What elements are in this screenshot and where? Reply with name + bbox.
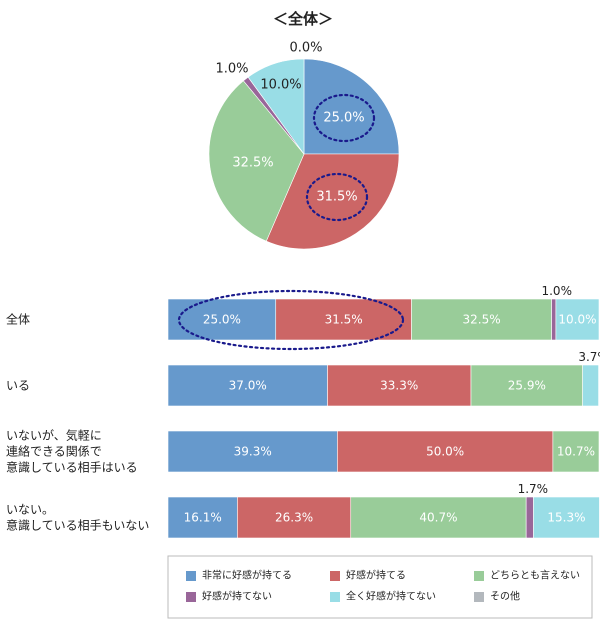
bar-value-label: 40.7%	[419, 511, 457, 525]
pie-slice-label: 32.5%	[232, 156, 273, 171]
pie-slice-label: 31.5%	[316, 190, 357, 205]
pie-slice	[247, 58, 305, 155]
bar-segment	[525, 496, 534, 539]
legend-swatch	[186, 571, 196, 581]
bar-value-label: 16.1%	[184, 511, 222, 525]
bar-value-label: 33.3%	[380, 379, 418, 393]
pie-slice-label: 25.0%	[323, 111, 364, 126]
legend-swatch	[330, 571, 340, 581]
category-label: いない。	[6, 503, 54, 517]
pie-slice-label: 10.0%	[260, 78, 301, 93]
category-label: 意識している相手もいない	[6, 518, 149, 533]
bar-segment	[551, 298, 557, 341]
highlight-ring	[305, 172, 369, 222]
bar-segment	[167, 364, 328, 407]
legend-label: 非常に好感が持てる	[202, 569, 292, 582]
pie-slice-label: 1.0%	[215, 62, 248, 77]
category-label: いる	[6, 379, 30, 393]
bar-segment	[555, 298, 600, 341]
pie-slice-label: 0.0%	[289, 41, 322, 56]
bar-value-label: 25.0%	[203, 313, 241, 327]
legend-swatch	[330, 592, 340, 602]
bar-value-label: 15.3%	[547, 511, 585, 525]
bar-segment	[552, 430, 600, 473]
bar-segment	[582, 364, 599, 407]
highlight-ring	[312, 93, 376, 143]
bar-segment	[533, 496, 600, 539]
bar-value-label: 26.3%	[275, 511, 313, 525]
bar-value-label: 50.0%	[426, 445, 464, 459]
pie-chart: 25.0% 31.5% 32.5% 1.0% 10.0% 0.0%	[208, 41, 400, 250]
legend-box	[167, 555, 593, 619]
legend-label: どちらとも言えない	[490, 569, 580, 582]
pie-chart-title: ＜全体＞	[273, 10, 333, 28]
bar-value-label: 37.0%	[229, 379, 267, 393]
bar-segment	[275, 298, 412, 341]
bar-segment	[350, 496, 527, 539]
bar-segment	[237, 496, 352, 539]
bar-value-label: 1.7%	[518, 482, 549, 496]
legend-swatch	[474, 592, 484, 602]
bar-segment	[337, 430, 554, 473]
bar-segment	[327, 364, 472, 407]
pie-slice	[303, 58, 400, 155]
stacked-bar-chart: 全体 25.0% 31.5% 32.5% 1.0% 10.0% いる 37.0% 33.3% 25…	[6, 284, 600, 539]
bar-value-label: 3.7%	[578, 350, 600, 364]
bar-segment	[167, 298, 277, 341]
bar-segment	[167, 496, 238, 539]
legend-label: 好感が持てない	[202, 590, 272, 603]
category-label: 意識している相手はいる	[6, 460, 138, 475]
bar-value-label: 10.0%	[558, 313, 596, 327]
category-label: 全体	[6, 312, 30, 327]
bar-segment	[470, 364, 583, 407]
legend-swatch	[186, 592, 196, 602]
bar-value-label: 25.9%	[508, 379, 546, 393]
bar-segment	[411, 298, 552, 341]
bar-value-label: 39.3%	[234, 445, 272, 459]
legend-label: 全く好感が持てない	[346, 590, 436, 603]
legend-label: その他	[490, 590, 520, 603]
pie-slice	[265, 153, 400, 250]
pie-slice	[208, 80, 305, 242]
bar-value-label: 1.0%	[541, 284, 572, 298]
category-label: 連絡できる関係で	[6, 444, 102, 459]
bar-value-label: 31.5%	[325, 313, 363, 327]
legend-label: 好感が持てる	[346, 569, 406, 582]
bar-value-label: 32.5%	[462, 313, 500, 327]
legend-swatch	[474, 571, 484, 581]
bar-value-label: 10.7%	[557, 445, 595, 459]
category-label: いないが、気軽に	[6, 428, 102, 443]
highlight-ring	[177, 289, 405, 351]
